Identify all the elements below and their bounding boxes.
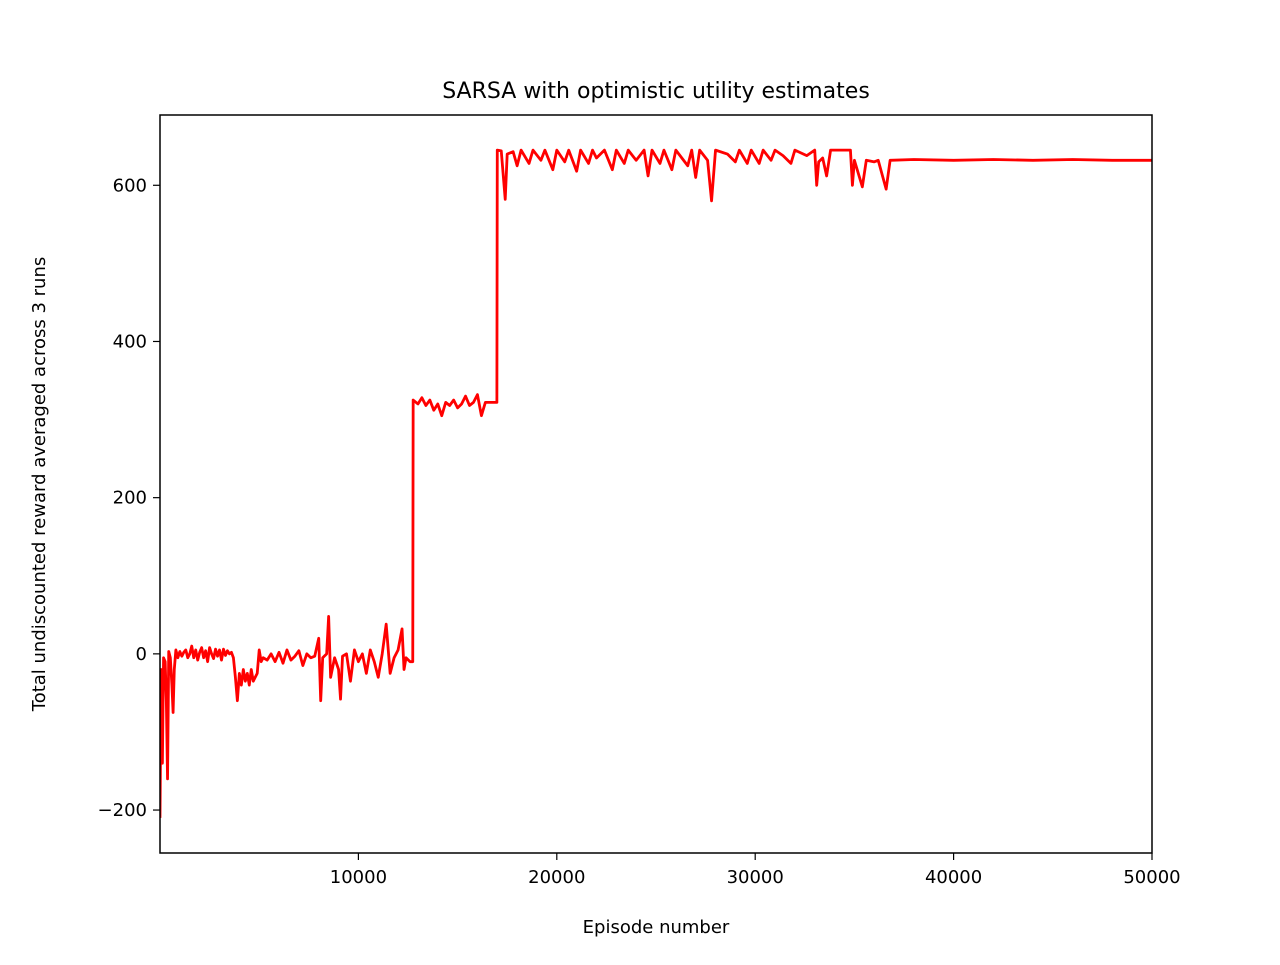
plot-area — [159, 114, 1153, 854]
x-tick-label: 40000 — [925, 867, 982, 888]
y-tick-label: 200 — [113, 488, 147, 509]
y-tick-label: −200 — [98, 800, 147, 821]
series-line-0 — [160, 148, 1152, 818]
y-axis-label: Total undiscounted reward averaged acros… — [29, 257, 50, 712]
y-tick-label: 400 — [113, 331, 147, 352]
x-axis-label: Episode number — [583, 917, 730, 938]
y-tick-label: 600 — [113, 175, 147, 196]
axes-frame — [159, 114, 1153, 854]
x-tick-label: 30000 — [727, 867, 784, 888]
chart-title: SARSA with optimistic utility estimates — [442, 79, 870, 104]
series-layer — [160, 148, 1152, 818]
x-tick-label: 20000 — [528, 867, 585, 888]
y-tick-label: 0 — [136, 644, 147, 665]
y-axis: −200 0 200 400 600 — [98, 175, 160, 821]
x-tick-label: 10000 — [330, 867, 387, 888]
x-tick-label: 50000 — [1123, 867, 1180, 888]
x-axis: 10000 20000 30000 40000 50000 — [330, 853, 1181, 888]
